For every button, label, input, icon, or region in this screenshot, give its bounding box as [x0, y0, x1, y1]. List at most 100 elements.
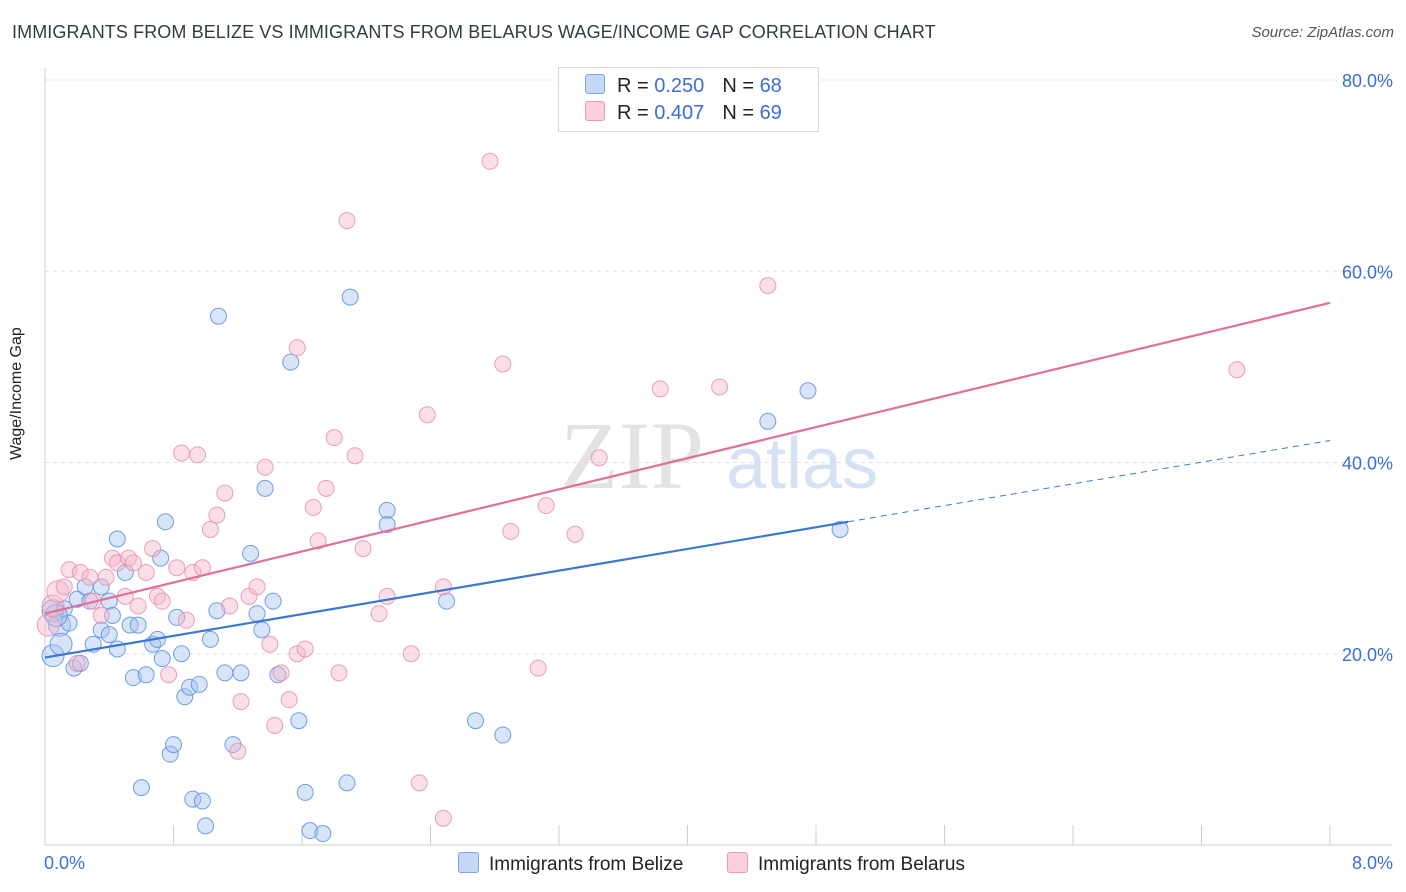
belarus-point — [325, 429, 343, 447]
belize-point — [201, 630, 219, 648]
belarus-point — [173, 444, 191, 462]
legend-label: Immigrants from Belarus — [758, 854, 965, 875]
source-credit: Source: ZipAtlas.com — [1251, 24, 1394, 41]
belize-point — [248, 605, 266, 623]
belize-point — [466, 712, 484, 730]
belize-point — [176, 688, 194, 706]
belarus-point — [502, 522, 520, 540]
belarus-point — [81, 568, 99, 586]
belarus-point — [651, 380, 669, 398]
belarus-point — [272, 664, 290, 682]
r-value: 0.407 — [654, 102, 705, 124]
belarus-trend-line — [44, 301, 1331, 615]
belarus-point — [201, 520, 219, 538]
series-legend: Immigrants from Belize Immigrants from B… — [0, 852, 1406, 878]
belarus-point — [288, 645, 306, 663]
r-value: 0.250 — [654, 75, 705, 97]
x-tick-label: 8.0% — [1352, 853, 1393, 873]
belarus-point — [60, 561, 78, 579]
belize-point — [256, 479, 274, 497]
belarus-point — [309, 532, 327, 550]
belize-point — [282, 353, 300, 371]
belize-point — [100, 626, 118, 644]
trend-lines — [44, 301, 1331, 659]
legend-item-belize: Immigrants from Belize — [458, 852, 683, 876]
data-points — [36, 152, 1246, 843]
belarus-point — [434, 809, 452, 827]
axes — [44, 68, 1392, 846]
belarus-swatch — [727, 852, 748, 873]
grid-lines — [45, 79, 1392, 655]
chart-title: IMMIGRANTS FROM BELIZE VS IMMIGRANTS FRO… — [12, 22, 936, 42]
belize-point — [208, 602, 226, 620]
belarus-point — [280, 691, 298, 709]
n-value: 68 — [759, 75, 782, 97]
belize-point — [124, 669, 142, 687]
stats-legend-row-belize: R = 0.250 N = 68 — [585, 74, 782, 100]
belarus-point — [317, 479, 335, 497]
belarus-point — [55, 578, 73, 596]
tick-labels: 20.0% 40.0% 60.0% 80.0% 0.0% 8.0% — [44, 71, 1393, 873]
belarus-point — [346, 447, 364, 465]
legend-item-belarus: Immigrants from Belarus — [727, 852, 965, 876]
belarus-point — [338, 212, 356, 230]
belarus-point — [566, 525, 584, 543]
belize-point — [378, 501, 396, 519]
belarus-point — [120, 549, 138, 567]
legend-label: Immigrants from Belize — [489, 854, 684, 875]
belize-point — [156, 513, 174, 531]
belize-point — [108, 530, 126, 548]
belize-point — [132, 779, 150, 797]
belarus-point — [71, 563, 89, 581]
belize-point — [216, 664, 234, 682]
y-tick-label: 40.0% — [1342, 454, 1393, 474]
belarus-point — [434, 578, 452, 596]
stats-legend-row-belarus: R = 0.407 N = 69 — [585, 101, 782, 127]
belarus-point — [92, 607, 110, 624]
belarus-point — [137, 563, 155, 581]
belarus-point — [232, 693, 250, 711]
belarus-point — [144, 540, 162, 558]
belarus-point — [402, 645, 420, 663]
belize-point — [338, 774, 356, 792]
watermark: ZIP atlas — [560, 402, 878, 509]
belize-point — [799, 382, 817, 400]
belarus-point — [354, 540, 372, 558]
belize-swatch — [458, 852, 479, 873]
belarus-point — [288, 339, 306, 357]
r-label: R = — [617, 102, 655, 124]
watermark-atlas: atlas — [726, 424, 878, 504]
belarus-point — [148, 587, 166, 605]
belarus-point — [759, 277, 777, 295]
belize-point — [153, 650, 171, 668]
belarus-point — [124, 554, 142, 572]
belize-point — [49, 632, 73, 656]
n-label: N = — [722, 102, 760, 124]
belize-point — [264, 592, 282, 610]
belarus-point — [36, 613, 60, 637]
belarus-point — [418, 406, 436, 424]
belarus-point — [481, 152, 499, 170]
belize-point — [831, 520, 849, 538]
belarus-point — [216, 484, 234, 502]
watermark-zip: ZIP — [560, 402, 704, 509]
n-label: N = — [722, 75, 760, 97]
belize-point — [269, 666, 287, 684]
belarus-point — [529, 659, 547, 677]
y-tick-label: 60.0% — [1342, 262, 1393, 282]
belarus-point — [168, 559, 186, 577]
belize-point — [100, 592, 118, 610]
belarus-point — [248, 578, 266, 596]
belize-point — [232, 664, 250, 682]
belarus-point — [494, 355, 512, 373]
belarus-point — [189, 446, 207, 464]
belarus-point — [160, 666, 178, 684]
belarus-point — [590, 449, 608, 467]
belarus-point — [266, 716, 284, 734]
y-tick-label: 20.0% — [1342, 645, 1393, 665]
belize-point — [759, 412, 777, 430]
r-label: R = — [617, 75, 655, 97]
belize-point — [60, 614, 78, 632]
belarus-point — [129, 597, 147, 615]
belarus-point — [97, 568, 115, 586]
